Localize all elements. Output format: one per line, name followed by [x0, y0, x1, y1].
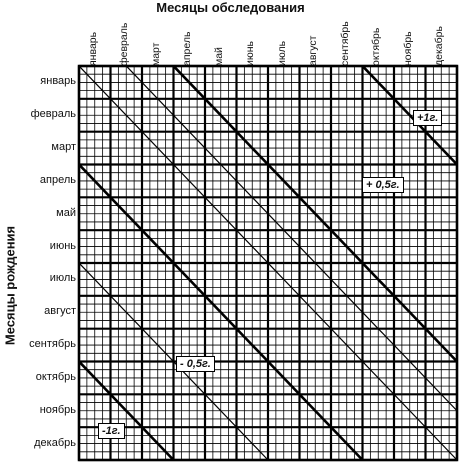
row-label: апрель: [39, 173, 76, 186]
row-label: февраль: [30, 108, 76, 121]
row-label: август: [44, 305, 76, 318]
row-label: май: [56, 206, 76, 219]
row-label: октябрь: [35, 370, 76, 383]
band-label-minus-1: -1г.: [98, 423, 125, 439]
diagonal-minus-05: [78, 163, 364, 461]
diagonal-minus-1: [78, 360, 175, 461]
row-label: декабрь: [34, 436, 76, 449]
row-label: июль: [49, 272, 76, 285]
diagonal-plus-05-start: [172, 65, 458, 363]
chart-title: Месяцы обследования: [156, 0, 305, 15]
row-label: март: [51, 141, 76, 154]
row-label: сентябрь: [29, 338, 76, 351]
band-label-minus-05: - 0,5г.: [176, 356, 215, 372]
diagonal-thin-1: [126, 65, 458, 412]
row-labels: январь февраль март апрель май июнь июль август…: [18, 0, 76, 465]
row-label: ноябрь: [39, 403, 76, 416]
row-label: январь: [40, 75, 76, 88]
diagonal-same-month: [78, 65, 458, 461]
diagonal-thin-2: [78, 262, 269, 461]
row-label: июнь: [49, 239, 76, 252]
band-label-plus-1: +1г.: [413, 110, 443, 126]
band-label-plus-05: + 0,5г.: [362, 177, 404, 193]
diagonal-plus-1: [361, 65, 458, 166]
